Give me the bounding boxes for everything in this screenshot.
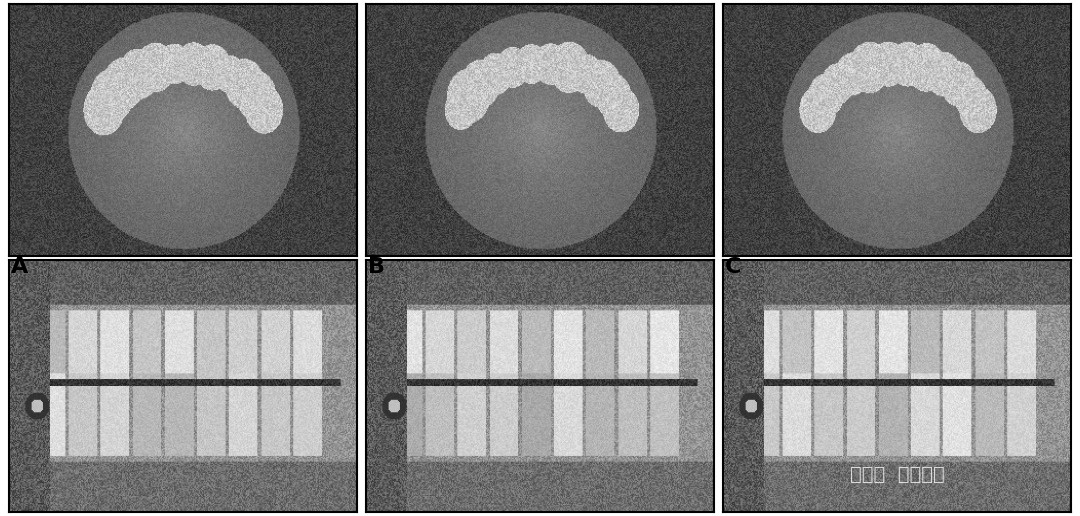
Text: 公众号  樱唇见齿: 公众号 樱唇见齿 [850, 464, 945, 483]
Text: A: A [11, 257, 28, 277]
Text: C: C [725, 257, 741, 277]
Text: B: B [368, 257, 384, 277]
